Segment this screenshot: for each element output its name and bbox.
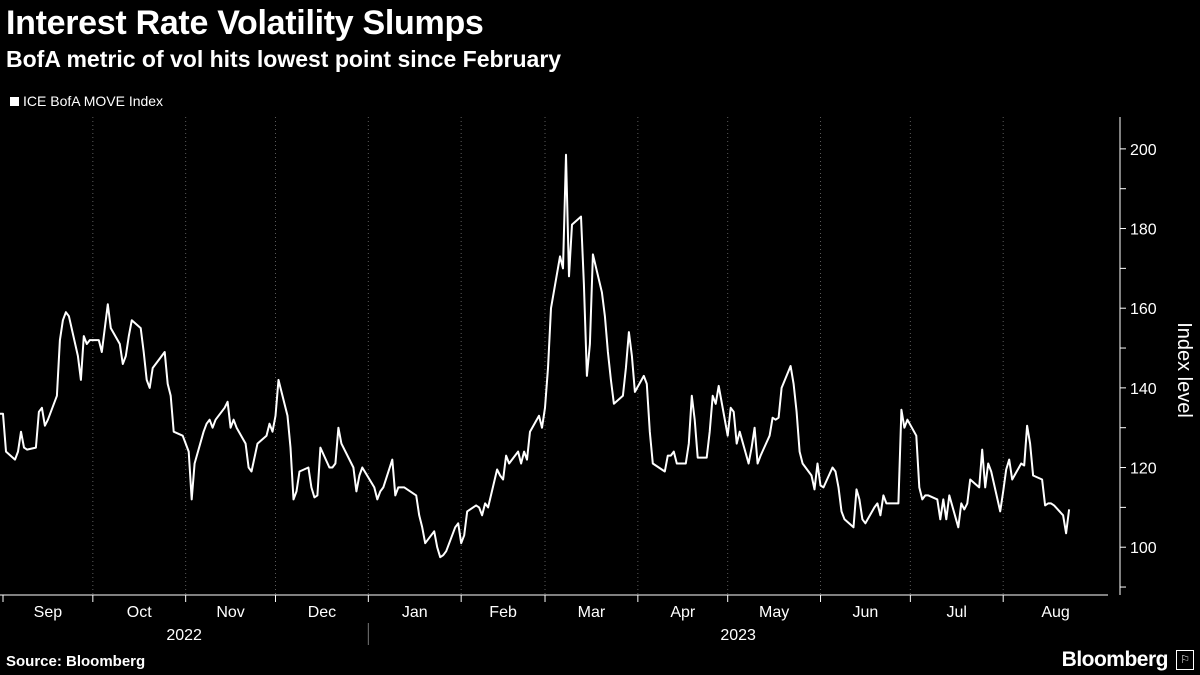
- x-tick-label: Aug: [1041, 604, 1069, 621]
- series-line-move-index: [0, 153, 1071, 559]
- x-tick-label: Jan: [402, 604, 428, 621]
- x-tick-label: Apr: [670, 604, 696, 621]
- x-year-label: 2022: [166, 627, 202, 644]
- legend: ICE BofA MOVE Index: [10, 93, 163, 109]
- chart-subtitle: BofA metric of vol hits lowest point sin…: [6, 46, 562, 72]
- bloomberg-logo: Bloomberg: [1061, 648, 1169, 671]
- x-tick-label: Mar: [578, 604, 606, 621]
- x-tick-label: Jun: [853, 604, 879, 621]
- y-axis-title: Index level: [1173, 322, 1195, 418]
- x-tick-label: Feb: [489, 604, 517, 621]
- x-tick-label: Dec: [308, 604, 336, 621]
- x-tick-label: May: [759, 604, 789, 621]
- y-tick-label: 100: [1130, 540, 1157, 557]
- y-tick-label: 180: [1130, 222, 1157, 239]
- source-note: Source: Bloomberg: [6, 653, 146, 670]
- x-tick-label: Jul: [947, 604, 967, 621]
- y-tick-label: 140: [1130, 381, 1157, 398]
- x-tick-label: Oct: [127, 604, 152, 621]
- x-year-label: 2023: [720, 627, 756, 644]
- y-tick-label: 120: [1130, 461, 1157, 478]
- legend-swatch: [10, 96, 19, 106]
- series-layer: [0, 153, 1071, 559]
- y-tick-label: 160: [1130, 301, 1157, 318]
- x-tick-label: Nov: [216, 604, 244, 621]
- x-tick-label: Sep: [34, 604, 63, 621]
- y-tick-label: 200: [1130, 142, 1157, 159]
- chart-title: Interest Rate Volatility Slumps: [6, 4, 484, 42]
- legend-label: ICE BofA MOVE Index: [23, 93, 164, 109]
- axis-layer: Sep Oct Nov Dec Jan Feb Mar Apr May Jun Jul Aug 2022…: [0, 117, 1157, 645]
- bloomberg-flag-icon: ⚐: [1176, 650, 1194, 670]
